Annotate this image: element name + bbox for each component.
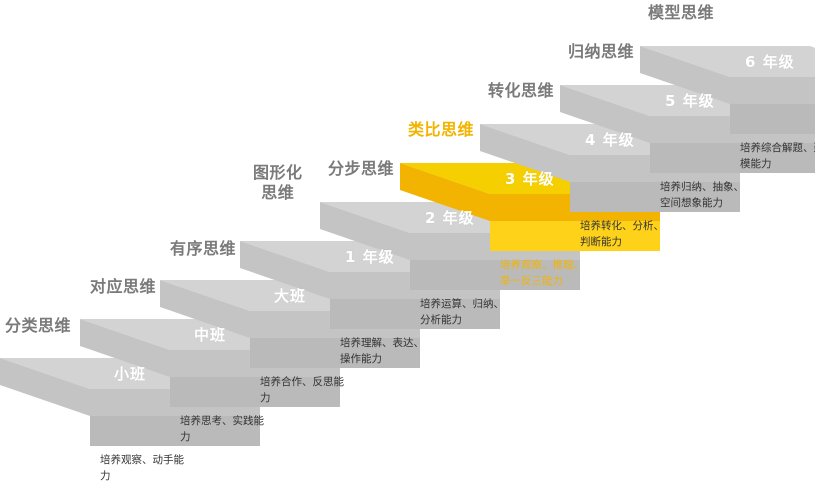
step-7-side	[480, 124, 570, 182]
step-4-side	[240, 241, 330, 299]
step-thinking-title: 有序思维	[170, 239, 237, 258]
step-grade-label: 小班	[114, 364, 147, 383]
step-4-riser	[330, 299, 500, 329]
step-8-riser	[650, 143, 815, 173]
step-grade-label: 5 年级	[665, 91, 715, 110]
step-grade-label: 6 年级	[745, 52, 795, 71]
step-3-riser	[250, 338, 420, 368]
step-description: 培养理解、表达、操作能力	[340, 337, 424, 365]
step-description: 培养综合解题、建模能力	[740, 142, 815, 170]
step-6-riser	[490, 221, 660, 251]
step-thinking-title: 归纳思维	[568, 42, 635, 61]
step-grade-label: 中班	[194, 325, 227, 344]
step-grade-label: 大班	[274, 286, 307, 305]
step-description: 培养观察、动手能力	[100, 454, 184, 482]
step-6-side	[400, 163, 490, 221]
step-5-riser	[410, 260, 580, 290]
step-description: 培养观察、推理、举一反三能力	[500, 259, 584, 287]
step-2-riser	[170, 377, 340, 407]
step-description: 培养转化、分析、判断能力	[580, 220, 664, 248]
step-5-side	[320, 202, 410, 260]
step-thinking-title: 分步思维	[328, 159, 395, 178]
step-description: 培养归纳、抽象、空间想象能力	[660, 181, 744, 209]
step-grade-label: 1 年级	[345, 247, 395, 266]
step-description: 培养运算、归纳、分析能力	[420, 298, 504, 326]
step-9-top	[640, 46, 815, 77]
step-description: 培养思考、实践能力	[180, 415, 264, 443]
step-8-side	[560, 85, 650, 143]
step-9-riser	[730, 104, 815, 134]
step-thinking-title: 对应思维	[90, 277, 157, 296]
step-thinking-title: 模型思维	[648, 3, 715, 22]
step-9-side	[640, 46, 730, 104]
step-7-riser	[570, 182, 740, 212]
step-thinking-title: 转化思维	[488, 81, 555, 100]
step-thinking-title: 类比思维	[408, 120, 475, 139]
step-2-side	[80, 319, 170, 377]
step-9-front	[730, 77, 815, 104]
step-3-side	[160, 280, 250, 338]
step-1-side	[0, 358, 90, 416]
step-description: 培养合作、反思能力	[260, 376, 344, 404]
step-grade-label: 3 年级	[505, 169, 555, 188]
step-grade-label: 2 年级	[425, 208, 475, 227]
step-1-riser	[90, 416, 260, 446]
step-thinking-title: 分类思维	[5, 316, 72, 335]
step-grade-label: 4 年级	[585, 130, 635, 149]
step-thinking-title: 图形化 思维	[253, 163, 303, 202]
